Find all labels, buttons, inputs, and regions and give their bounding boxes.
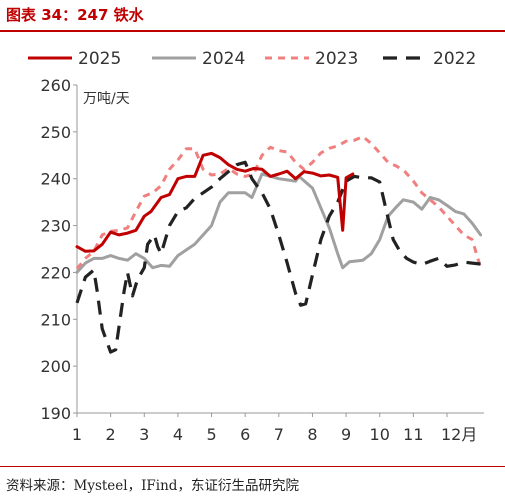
x-tick-label: 6 <box>240 425 250 444</box>
y-unit-label: 万吨/天 <box>83 91 130 107</box>
y-tick-label: 210 <box>40 310 71 329</box>
legend-label-2025: 2025 <box>78 49 121 69</box>
figure-title: 图表 34：247 铁水 <box>6 6 144 24</box>
chart-area: 2025 2024 2023 2022 19020021022023024025026… <box>28 49 484 444</box>
series-line-2022 <box>75 160 481 354</box>
series-line-2024 <box>75 172 483 274</box>
legend-label-2022: 2022 <box>433 49 476 69</box>
x-tick-label: 10 <box>370 425 390 444</box>
source-rule <box>0 466 505 467</box>
x-tick-label: 8 <box>307 425 317 444</box>
x-tick-label: 5 <box>206 425 216 444</box>
y-tick-label: 230 <box>40 217 71 236</box>
series-lines <box>75 135 483 354</box>
x-tick-label: 3 <box>139 425 149 444</box>
title-rule <box>0 30 505 32</box>
y-tick-label: 260 <box>40 76 71 95</box>
x-tick-label: 9 <box>341 425 351 444</box>
x-tick-label: 12月 <box>441 425 477 444</box>
x-tick-label: 11 <box>403 425 423 444</box>
legend-label-2024: 2024 <box>202 49 245 69</box>
x-tick-label: 4 <box>173 425 183 444</box>
y-tick-label: 200 <box>40 357 71 376</box>
x-tick-label: 1 <box>72 425 82 444</box>
source-note: 资料来源：Mysteel，IFind，东证衍生品研究院 <box>6 478 299 494</box>
x-tick-label: 7 <box>274 425 284 444</box>
y-tick-label: 220 <box>40 263 71 282</box>
x-tick-label: 2 <box>106 425 116 444</box>
legend-label-2023: 2023 <box>315 49 358 69</box>
series-line-2025 <box>75 151 355 253</box>
series-line-2023 <box>75 135 483 270</box>
y-tick-label: 190 <box>40 404 71 423</box>
axes: 190 200 210 220 230 240 250 260 1 2 3 4 5 6 7 8 9 10 11 12月… <box>40 76 484 444</box>
y-tick-label: 240 <box>40 170 71 189</box>
legend: 2025 2024 2023 2022 <box>28 49 476 69</box>
y-tick-label: 250 <box>40 123 71 142</box>
